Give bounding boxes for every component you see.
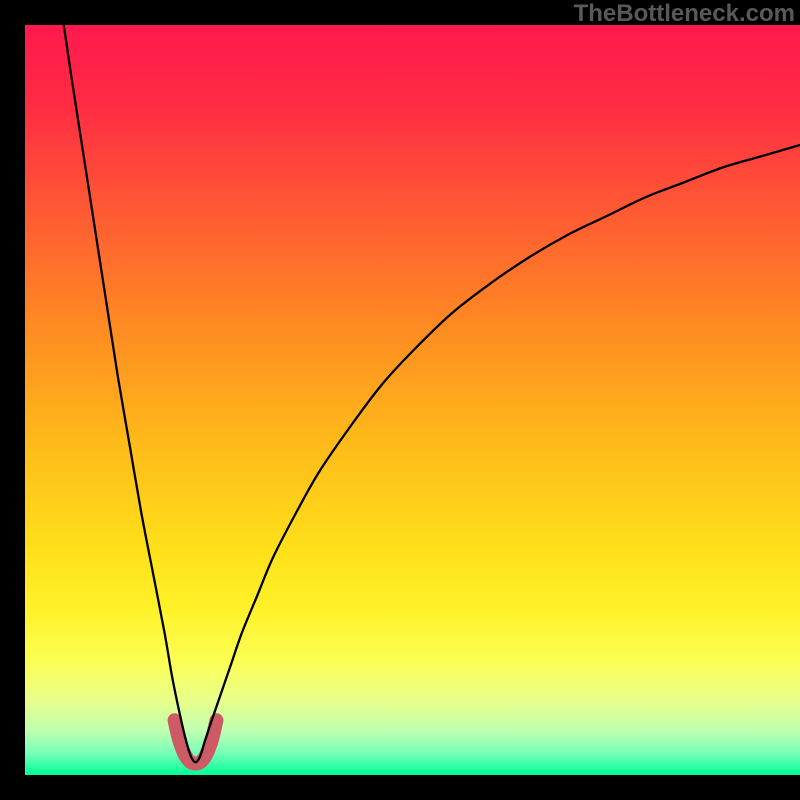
frame-border (0, 0, 25, 800)
bottleneck-curve (64, 25, 800, 762)
frame-border (0, 775, 800, 800)
plot-area (25, 25, 800, 775)
chart-svg (25, 25, 800, 775)
watermark-text: TheBottleneck.com (574, 0, 795, 28)
